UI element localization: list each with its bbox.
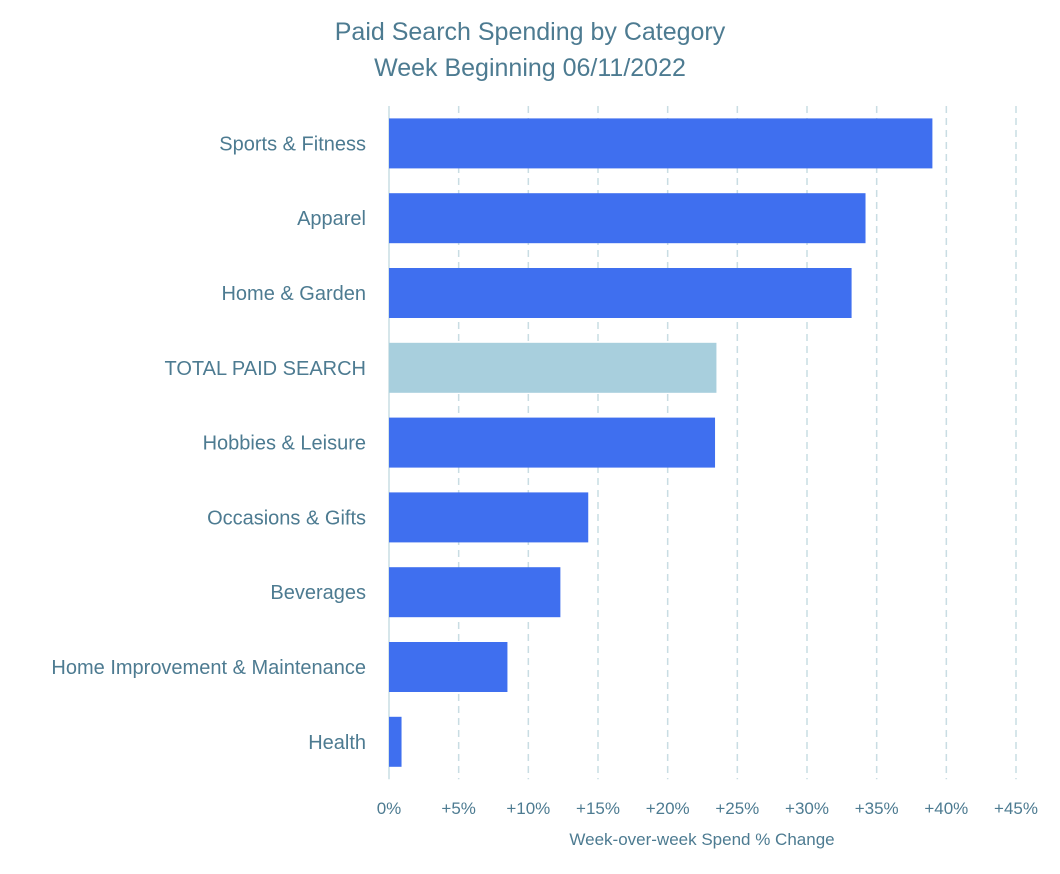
bar: [389, 118, 933, 169]
x-axis-title: Week-over-week Spend % Change: [569, 830, 834, 849]
x-tick-label: 0%: [377, 799, 402, 818]
bar: [389, 492, 589, 543]
x-tick-label: +20%: [646, 799, 690, 818]
category-label: Health: [308, 732, 366, 754]
x-tick-label: +35%: [855, 799, 899, 818]
category-label: Beverages: [270, 582, 366, 604]
category-label: Hobbies & Leisure: [203, 433, 366, 455]
bar: [389, 268, 852, 318]
x-tick-label: +25%: [715, 799, 759, 818]
category-label: Occasions & Gifts: [207, 507, 366, 529]
x-tick-label: +10%: [506, 799, 550, 818]
x-tick-label: +30%: [785, 799, 829, 818]
chart-title: Paid Search Spending by Category: [335, 18, 726, 46]
category-label: Home Improvement & Maintenance: [51, 657, 366, 679]
bar: [389, 567, 561, 618]
x-tick-label: +40%: [924, 799, 968, 818]
category-label: TOTAL PAID SEARCH: [164, 358, 366, 380]
x-tick-labels: 0% +5% +10% +15% +20% +25% +30% +35% +40% +45%: [377, 799, 1038, 818]
bar: [389, 642, 508, 692]
chart-subtitle: Week Beginning 06/11/2022: [374, 54, 686, 82]
bar: [389, 716, 402, 767]
category-label: Apparel: [297, 208, 366, 230]
category-label: Home & Garden: [221, 283, 366, 305]
category-labels: Sports & Fitness Apparel Home & Garden TOTA…: [51, 133, 366, 753]
category-label: Sports & Fitness: [219, 133, 366, 155]
x-tick-label: +45%: [994, 799, 1038, 818]
bars: [389, 118, 933, 767]
x-tick-label: +5%: [441, 799, 476, 818]
bar: [389, 193, 866, 244]
bar: [389, 417, 716, 468]
bar-total: [389, 342, 717, 393]
x-tick-label: +15%: [576, 799, 620, 818]
